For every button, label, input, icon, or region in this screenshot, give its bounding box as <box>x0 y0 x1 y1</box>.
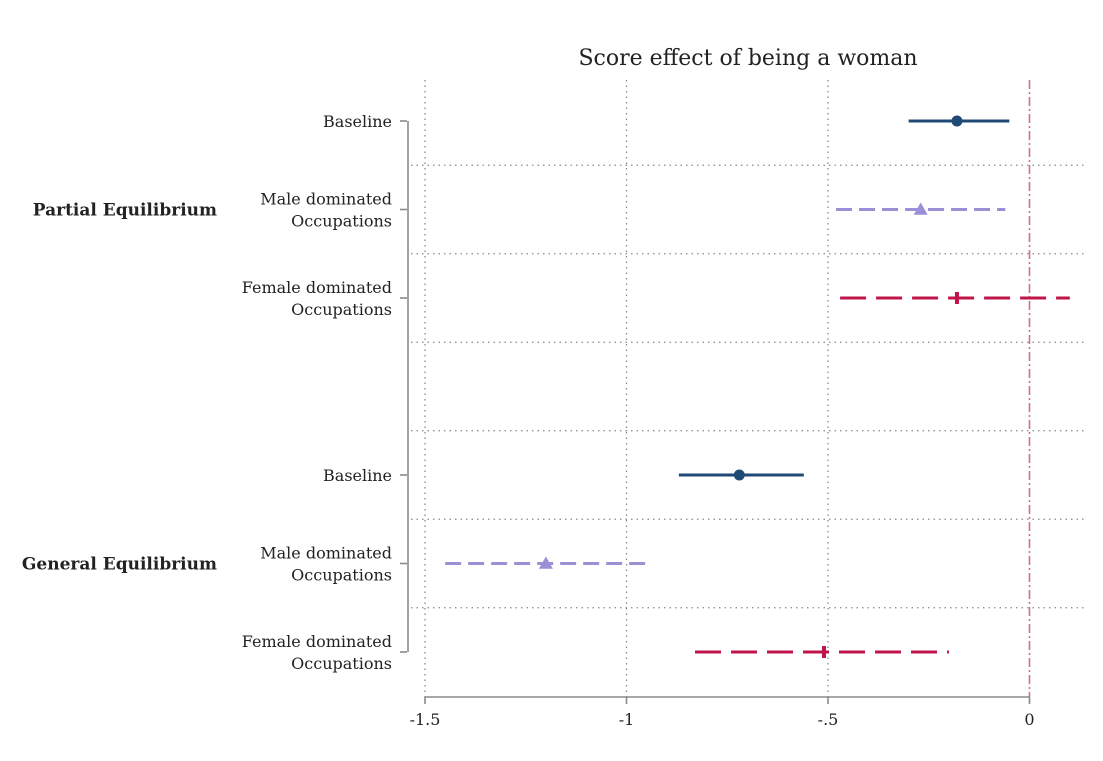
group-label: General Equilibrium <box>22 555 217 575</box>
y-row-label: Occupations <box>291 654 392 673</box>
estimate-marker-female <box>821 646 826 658</box>
y-row-label: Occupations <box>291 212 392 231</box>
marks-layer <box>445 115 1070 658</box>
y-row-label: Baseline <box>323 112 392 131</box>
x-tick-label: -.5 <box>818 710 839 729</box>
y-row-label: Male dominated <box>260 544 392 563</box>
x-tick-label: 0 <box>1024 710 1034 729</box>
estimate-marker-male <box>538 556 553 569</box>
estimate-marker-male <box>913 202 928 215</box>
y-row-label: Occupations <box>291 566 392 585</box>
grid-layer <box>411 80 1084 697</box>
estimate-marker-female <box>954 292 959 304</box>
axis-layer: -1.5 -1 -.5 0 Baseline Male dominated Occupati… <box>22 112 1035 729</box>
y-row-label: Occupations <box>291 300 392 319</box>
y-row-label: Female dominated <box>242 278 392 297</box>
x-tick-label: -1.5 <box>410 710 441 729</box>
group-label: Partial Equilibrium <box>33 201 217 221</box>
y-row-label: Female dominated <box>242 632 392 651</box>
y-row-label: Male dominated <box>260 190 392 209</box>
y-row-label: Baseline <box>323 466 392 485</box>
chart-title: Score effect of being a woman <box>578 46 917 71</box>
estimate-marker-baseline <box>951 115 963 127</box>
estimate-marker-baseline <box>733 469 745 481</box>
x-tick-label: -1 <box>619 710 635 729</box>
